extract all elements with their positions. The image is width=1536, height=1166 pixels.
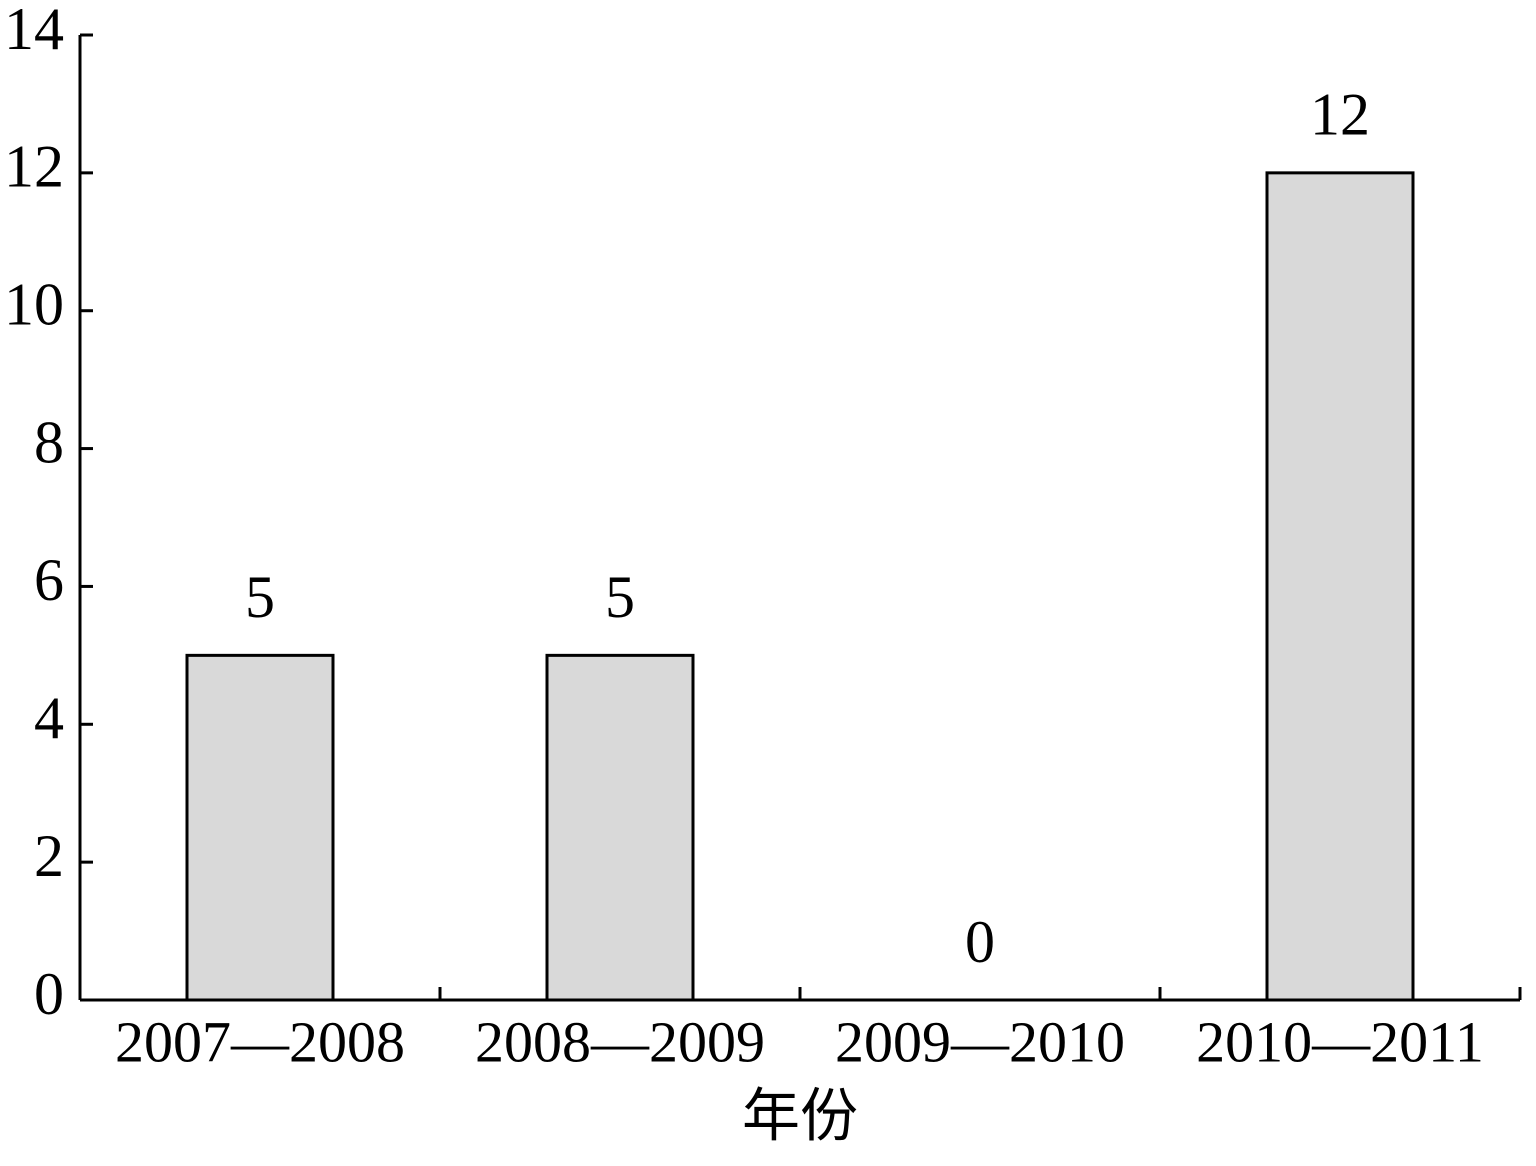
value-label: 0 (965, 909, 995, 975)
y-tick-label: 6 (34, 547, 64, 613)
y-tick-label: 8 (34, 409, 64, 475)
y-tick-label: 2 (34, 823, 64, 889)
bar (545, 653, 695, 1002)
value-label: 12 (1310, 82, 1370, 148)
x-tick-label: 2008—2009 (475, 1009, 765, 1074)
value-label: 5 (245, 564, 275, 630)
value-label: 5 (605, 564, 635, 630)
x-tick-label: 2010—2011 (1196, 1009, 1484, 1074)
x-tick-label: 2009—2010 (835, 1009, 1125, 1074)
y-tick-label: 12 (4, 134, 64, 200)
x-axis-title: 年份 (742, 1083, 858, 1148)
bar (185, 653, 335, 1002)
y-tick-label: 4 (34, 685, 64, 751)
y-tick-label: 14 (4, 0, 64, 62)
y-tick-label: 10 (4, 271, 64, 337)
y-tick-label: 0 (34, 961, 64, 1027)
x-tick-label: 2007—2008 (115, 1009, 405, 1074)
bar (1265, 171, 1415, 1002)
